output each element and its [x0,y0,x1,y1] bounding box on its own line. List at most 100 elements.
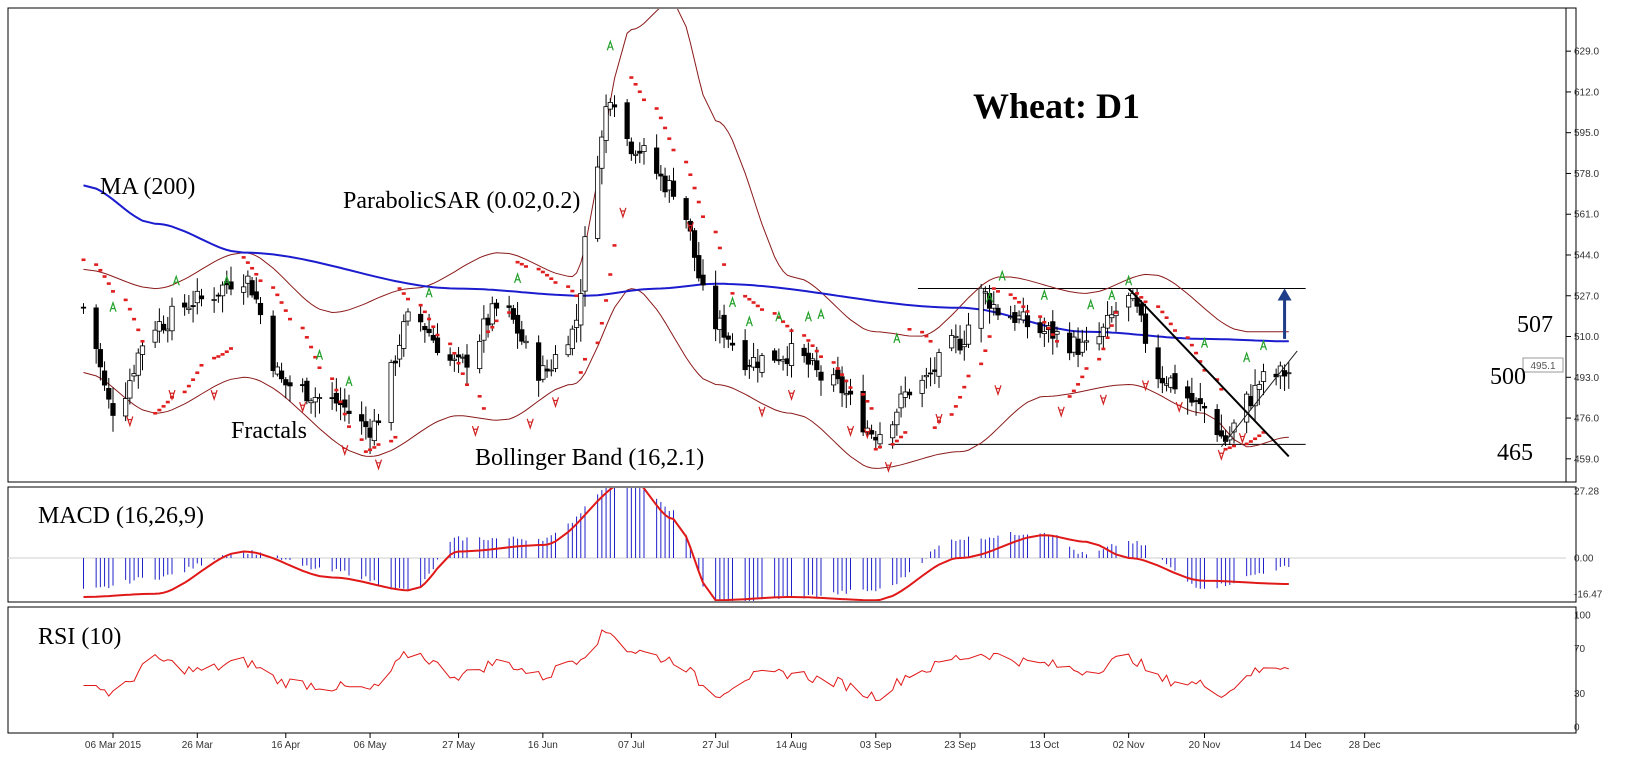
candle-body [801,347,807,357]
y-tick-label: 578.0 [1574,169,1599,180]
sar-dot [899,435,904,439]
candle-body [283,379,289,386]
sar-dot [1156,305,1161,308]
candle-body [316,397,323,399]
macd-panel-frame [7,486,1577,603]
sar-dot [835,367,840,370]
candle-body [814,360,820,371]
sar-dot [1050,333,1055,336]
candle-body [156,321,162,332]
fractal-up-marker [172,274,180,286]
sar-dot [570,289,575,293]
candle-body [278,370,285,380]
candle-body [333,392,339,404]
candle-body [1067,332,1073,354]
sar-dot [722,263,727,266]
sar-dot [456,361,461,365]
candle-body [514,314,521,334]
candle-body [1126,295,1132,308]
candle-body [540,365,546,380]
sar-dot [730,292,735,295]
fractal-down-marker [863,428,871,440]
candle-body [1008,316,1014,319]
sar-dot [507,311,512,314]
sar-dot [1160,310,1165,314]
sar-dot [300,326,305,330]
candle-body [982,291,988,294]
sar-dot [1076,383,1081,386]
candle-body [599,136,605,169]
candle-body [818,371,824,381]
candle-body [93,307,99,350]
candle-body [422,325,428,331]
sar-dot [157,408,162,412]
sar-dot [1135,292,1140,295]
candle-body [957,338,963,351]
candle-body [755,361,761,369]
sar-dot [376,443,381,446]
sar-dot [1046,326,1051,330]
sar-dot [330,377,335,380]
candle-body [961,344,967,348]
candle-body [1218,430,1224,437]
sar-dot [422,310,427,314]
sar-dot [334,388,339,392]
candle-body [683,198,689,220]
candle-body [923,374,929,378]
sar-dot [393,435,398,439]
fractal-down-marker [299,401,307,413]
candle-body [464,354,470,368]
current-price-label: 495.1 [1530,361,1555,372]
macd-y-tick-label: 27.28 [1574,487,1599,498]
candle-body [696,255,702,279]
sar-dot [1253,437,1258,441]
fractal-down-marker [619,207,627,219]
sar-dot [612,244,617,247]
sar-dot [781,320,786,323]
candle-body [182,302,188,308]
candle-body [434,337,441,354]
fractal-up-marker [1243,351,1251,363]
sar-dot [831,361,836,364]
macd-histogram [83,488,1290,601]
candle-body [523,340,529,344]
candle-body [219,284,226,297]
sar-dot [81,258,86,262]
candle-body [831,374,837,386]
sar-dot [574,294,579,298]
candle-body [843,393,849,396]
candle-body [725,335,731,340]
candle-body [595,166,601,239]
fractal-down-marker [1057,406,1065,418]
sar-dot [865,400,870,403]
y-tick-label: 629.0 [1574,47,1599,58]
candle-body [624,102,630,139]
candle-body [194,290,200,304]
x-tick-label: 27 Jul [702,740,729,751]
fractal-up-marker [1259,339,1268,351]
candle-body [135,352,141,376]
candle-body [569,328,575,350]
candle-body [1248,396,1254,407]
sar-dot [658,116,663,120]
candle-body [228,281,234,290]
sar-dot [288,317,292,321]
sar-dot [633,82,638,86]
sar-dot [1025,310,1030,313]
fractal-up-marker [109,300,117,312]
sar-dot [928,340,933,343]
sar-dot [431,325,436,329]
rsi-y-tick-label: 30 [1574,689,1586,700]
sar-dot [692,186,697,190]
fractal-down-marker [994,385,1002,397]
fractal-up-marker [345,375,353,387]
candle-body [894,411,900,426]
candle-body [123,398,129,417]
candle-body [1281,370,1288,377]
sar-dot [642,98,646,102]
sar-dot [1071,389,1076,393]
sar-dot [182,390,187,394]
sar-dot [216,355,221,358]
sar-dot [1055,340,1059,343]
fractal-up-marker [745,315,753,327]
